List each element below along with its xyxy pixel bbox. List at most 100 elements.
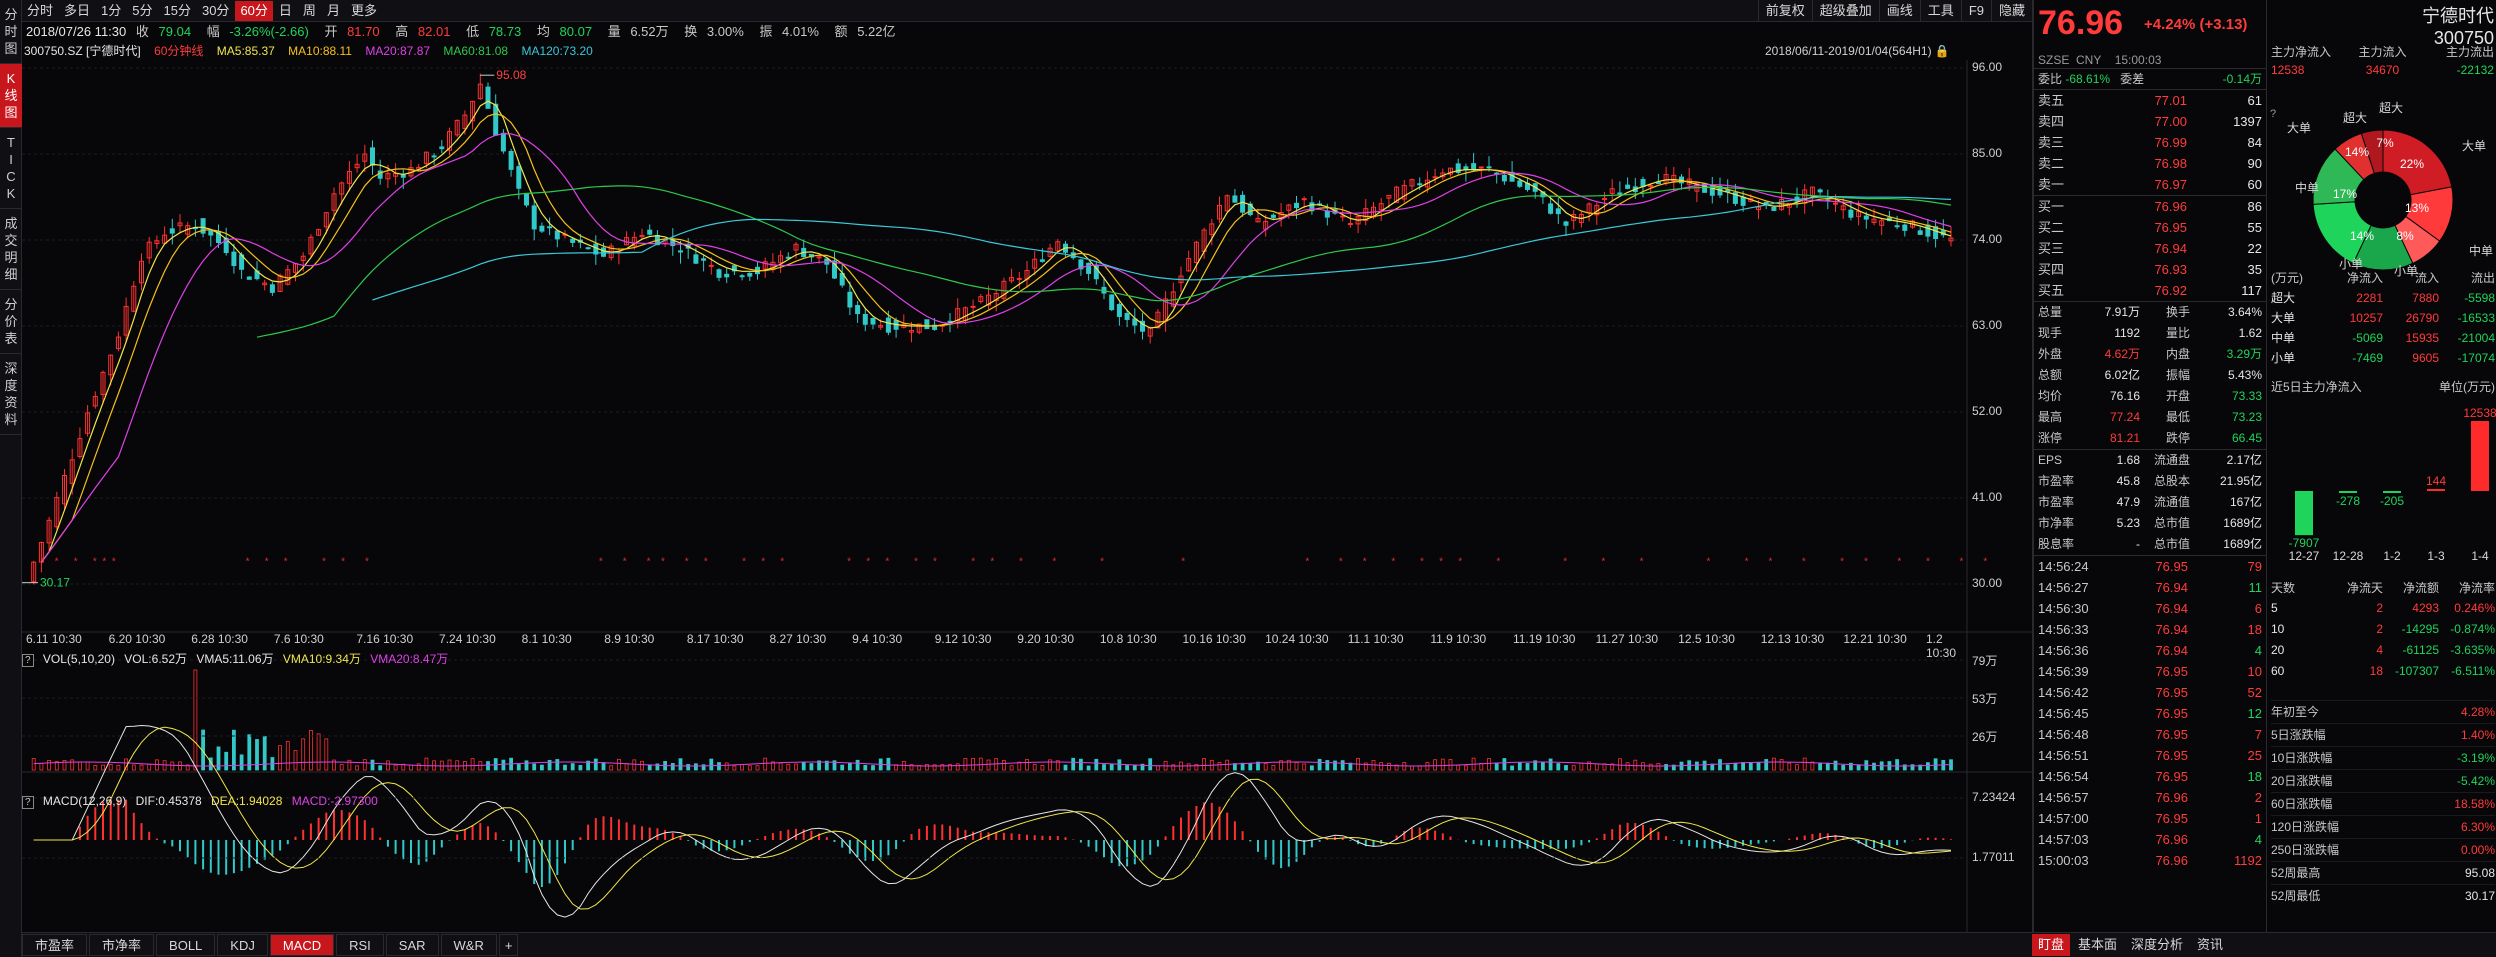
volume-bar [809,763,814,771]
indicator-tab-0[interactable]: 市盈率 [22,934,88,956]
perf-value: 30.17 [2464,889,2495,903]
lock-icon[interactable]: 🔒 [1934,44,1950,58]
volume-bar [378,765,383,771]
volume-bar [393,764,398,771]
period-0[interactable]: 分时 [27,3,54,18]
macd-legend: ? MACD(12,26,9) DIF:0.45378 DEA:1.94028 … [22,792,384,810]
indicator-tab-4[interactable]: MACD [269,934,335,956]
indicator-tab-1[interactable]: 市净率 [89,934,155,956]
flow-header-cell: (万元) [2271,271,2303,285]
bid-row[interactable]: 买三 76.94 22 [2034,238,2266,259]
candle-body [932,324,938,330]
vol-indicator-label[interactable]: VOL(5,10,20) [42,652,115,666]
candle-body [1432,176,1438,179]
perf-row: 5日涨跌幅 1.40% [2271,723,2495,746]
period-6[interactable]: 60分 [235,1,273,21]
add-indicator-icon[interactable]: + [498,934,519,956]
ask-row[interactable]: 卖五 77.01 61 [2034,90,2266,111]
toolbar-tool-4[interactable]: F9 [1960,0,1991,22]
right-tab-3[interactable]: 资讯 [2197,937,2224,952]
right-tab-2[interactable]: 深度分析 [2131,937,2184,952]
toolbar-tool-0[interactable]: 前复权 [1757,0,1812,22]
wei-ratio: -68.61% [2065,72,2111,86]
toolbar-tool-2[interactable]: 画线 [1878,0,1920,22]
candle-body [100,371,106,396]
indicator-tab-6[interactable]: SAR [385,934,439,956]
bid-row[interactable]: 买二 76.95 55 [2034,217,2266,238]
help-icon[interactable]: ? [22,796,34,809]
ask-row[interactable]: 卖一 76.97 60 [2034,174,2266,195]
perf-label: 10日涨跌幅 [2271,751,2333,765]
volume-bar [1695,761,1699,771]
tick-time: 14:56:51 [2038,748,2089,763]
volume-bar [1248,763,1253,771]
event-markers: * * * * * * * * * * * * * * * * * * * * * * * * * * * * * * * * * * * * * * * *… [40,556,1987,567]
level-label: 卖二 [2038,156,2065,171]
candle-body [1702,183,1708,193]
candle-body [701,258,707,261]
help-icon[interactable]: ? [2270,108,2276,120]
indicator-tab-2[interactable]: BOLL [156,934,216,956]
volume-bar [1256,761,1260,771]
right-tab-0[interactable]: 盯盘 [2032,934,2071,956]
event-marker: * [599,556,603,567]
nav-tab-3[interactable]: 成交明细 [0,209,22,290]
period-2[interactable]: 1分 [101,3,122,18]
event-marker: * [914,556,918,567]
period-4[interactable]: 15分 [163,3,191,18]
period-9[interactable]: 月 [326,3,340,18]
toolbar-tool-5[interactable]: 隐藏 [1990,0,2032,22]
ask-row[interactable]: 卖四 77.00 1397 [2034,111,2266,132]
tick-price: 76.95 [2155,727,2188,742]
candle-body [570,238,576,243]
right-tab-1[interactable]: 基本面 [2078,937,2118,952]
indicator-tab-7[interactable]: W&R [440,934,497,956]
chart-kind[interactable]: 60分钟线 [154,44,204,58]
toolbar-tool-3[interactable]: 工具 [1919,0,1961,22]
period-8[interactable]: 周 [302,3,316,18]
nav-tab-4[interactable]: 分价表 [0,290,22,354]
ask-row[interactable]: 卖三 76.99 84 [2034,132,2266,153]
nav-tab-5[interactable]: 深度资料 [0,354,22,435]
volume-bar [794,763,798,771]
period-5[interactable]: 30分 [201,3,230,18]
stat-label: 振幅 [2165,368,2190,382]
event-marker: * [1458,556,1462,567]
tick-list[interactable]: 14:56:24 76.95 79 14:56:27 76.94 11 14:56:30 76… [2034,555,2266,871]
tick-time: 14:56:42 [2038,685,2089,700]
period-7[interactable]: 日 [278,3,292,18]
days-cell: -3.635% [2450,643,2495,657]
event-marker: * [1019,556,1023,567]
bid-row[interactable]: 买一 76.96 86 [2034,196,2266,217]
bid-row[interactable]: 买四 76.93 35 [2034,259,2266,280]
period-3[interactable]: 5分 [132,3,153,18]
candle-body [331,193,337,211]
tick-price: 76.94 [2155,643,2188,658]
volume-bar [940,764,945,771]
help-icon[interactable]: ? [22,654,34,667]
candle-body [308,236,314,255]
bid-row[interactable]: 买五 76.92 117 [2034,280,2266,301]
ask-row[interactable]: 卖二 76.98 90 [2034,153,2266,174]
period-1[interactable]: 多日 [64,3,91,18]
stat-label: 市净率 [2038,516,2075,530]
last-price: 76.96 [2038,4,2124,42]
event-marker: * [885,556,889,567]
low-label: 低 [466,24,480,39]
event-marker: * [1339,556,1343,567]
period-10[interactable]: 更多 [350,3,377,18]
nav-tab-0[interactable]: 分时图 [0,0,22,64]
stat-value: 66.45 [2231,431,2262,445]
indicator-tab-3[interactable]: KDJ [217,934,268,956]
time-axis: 6.11 10:30 6.20 10:30 6.28 10:30 7.6 10:30 7… [22,632,1956,660]
macd-indicator-label[interactable]: MACD(12,26,9) [42,794,127,808]
stat-value: 4.62万 [2104,347,2140,361]
candle-body [1386,194,1392,199]
toolbar-tool-1[interactable]: 超级叠加 [1811,0,1879,22]
event-marker: * [661,556,665,567]
indicator-tab-5[interactable]: RSI [336,934,384,956]
tick-row: 14:56:30 76.94 6 [2034,598,2266,619]
